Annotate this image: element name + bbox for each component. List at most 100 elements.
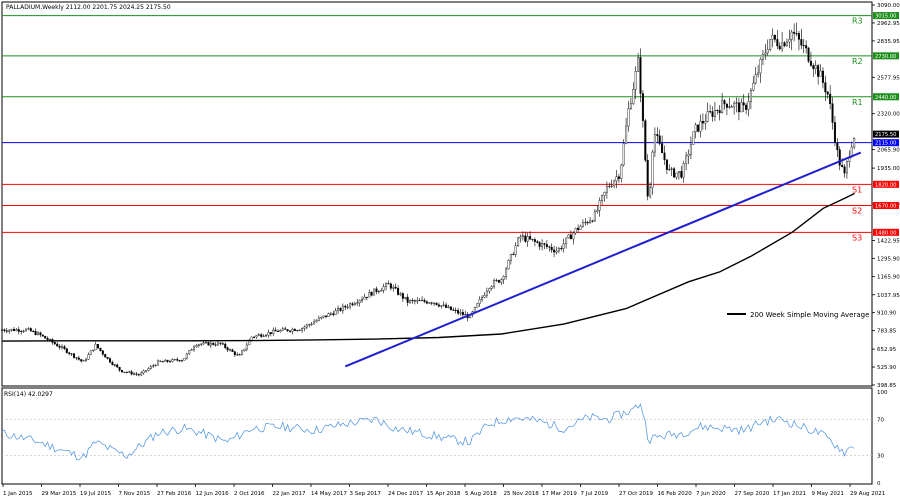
candle-body — [754, 74, 757, 84]
candle-body — [668, 169, 671, 171]
candle-body — [37, 332, 40, 335]
candle-body — [824, 82, 827, 93]
candle-body — [721, 100, 724, 114]
candle-body — [742, 102, 745, 106]
candle-body — [418, 300, 421, 302]
candle-body — [634, 71, 637, 90]
time-tick-label: 15 Apr 2018 — [427, 491, 462, 497]
candle-body — [800, 39, 803, 46]
candle-body — [797, 33, 800, 40]
candle-body — [106, 357, 109, 359]
candle-body — [58, 345, 61, 348]
candle-body — [1, 329, 4, 331]
price-tick-label: 1165.90 — [877, 275, 900, 281]
candle-body — [257, 334, 260, 336]
candle-body — [423, 299, 426, 302]
candle-body — [589, 220, 592, 224]
candle-body — [514, 245, 517, 255]
candle-body — [389, 283, 392, 289]
level-price-tag — [873, 93, 899, 101]
candle-body — [766, 49, 769, 54]
candle-body — [377, 290, 380, 292]
price-tick-label: 1422.95 — [877, 238, 900, 244]
candle-body — [567, 234, 570, 239]
candle-body — [536, 241, 539, 243]
candle-body — [94, 343, 97, 351]
candle-body — [231, 349, 234, 352]
price-tick-label: 1037.95 — [877, 293, 900, 299]
level-price-tag — [873, 202, 899, 210]
candle-body — [260, 334, 263, 337]
candle-body — [214, 344, 217, 346]
current-price-label: 2175.50 — [875, 132, 896, 138]
candle-body — [639, 57, 642, 94]
candle-body — [27, 328, 30, 330]
candle-body — [485, 290, 488, 296]
candle-body — [397, 287, 400, 295]
candle-body — [123, 371, 126, 373]
candle-body — [5, 330, 8, 332]
candle-body — [152, 365, 155, 367]
rsi-line — [1, 403, 855, 461]
candle-body — [243, 348, 246, 352]
candle-body — [358, 300, 361, 304]
candle-body — [351, 303, 354, 306]
candle-body — [70, 353, 73, 355]
candle-body — [75, 357, 78, 359]
candle-body — [769, 39, 772, 50]
candle-body — [610, 185, 613, 187]
price-tick-label: 783.85 — [877, 329, 897, 335]
candle-body — [416, 300, 419, 302]
candle-body — [457, 310, 460, 314]
candle-body — [737, 102, 740, 113]
candle-body — [145, 370, 148, 372]
candle-body — [169, 361, 172, 363]
candle-body — [776, 39, 779, 47]
candle-body — [305, 324, 308, 328]
candle-body — [735, 102, 738, 104]
level-price-tag — [873, 228, 899, 236]
candle-body — [521, 235, 524, 237]
candle-body — [425, 301, 428, 304]
candle-body — [39, 332, 42, 336]
candle-body — [255, 335, 258, 338]
candle-body — [344, 305, 347, 308]
candle-body — [829, 93, 832, 104]
candle-body — [221, 343, 224, 345]
candle-body — [809, 60, 812, 66]
candle-body — [317, 317, 320, 321]
candle-body — [404, 296, 407, 299]
candle-body — [601, 195, 604, 201]
candle-body — [394, 286, 397, 289]
candle-body — [327, 313, 330, 318]
time-tick-label: 29 Mar 2015 — [42, 491, 77, 497]
candle-body — [629, 103, 632, 109]
candle-body — [838, 149, 841, 166]
candle-body — [368, 291, 371, 298]
candle-body — [826, 91, 829, 95]
candle-body — [449, 306, 452, 311]
candle-body — [699, 120, 702, 132]
candle-body — [617, 176, 620, 179]
candle-body — [627, 108, 630, 127]
candle-body — [781, 42, 784, 50]
candle-body — [332, 313, 335, 315]
candle-body — [680, 170, 683, 178]
candle-body — [82, 360, 85, 362]
candle-body — [663, 152, 666, 160]
candle-body — [392, 286, 395, 289]
candle-body — [310, 323, 313, 325]
level-price-label: 2115.00 — [875, 141, 896, 147]
time-tick-label: 24 Dec 2017 — [388, 491, 424, 497]
candle-body — [322, 315, 325, 318]
time-tick-label: 3 Sep 2017 — [350, 491, 382, 497]
candle-body — [841, 165, 844, 167]
time-tick-label: 7 Nov 2015 — [119, 491, 151, 497]
candle-body — [92, 349, 95, 351]
candle-body — [649, 187, 652, 197]
candle-body — [641, 93, 644, 121]
candle-body — [581, 222, 584, 227]
candle-body — [226, 347, 229, 351]
candle-body — [569, 234, 572, 240]
